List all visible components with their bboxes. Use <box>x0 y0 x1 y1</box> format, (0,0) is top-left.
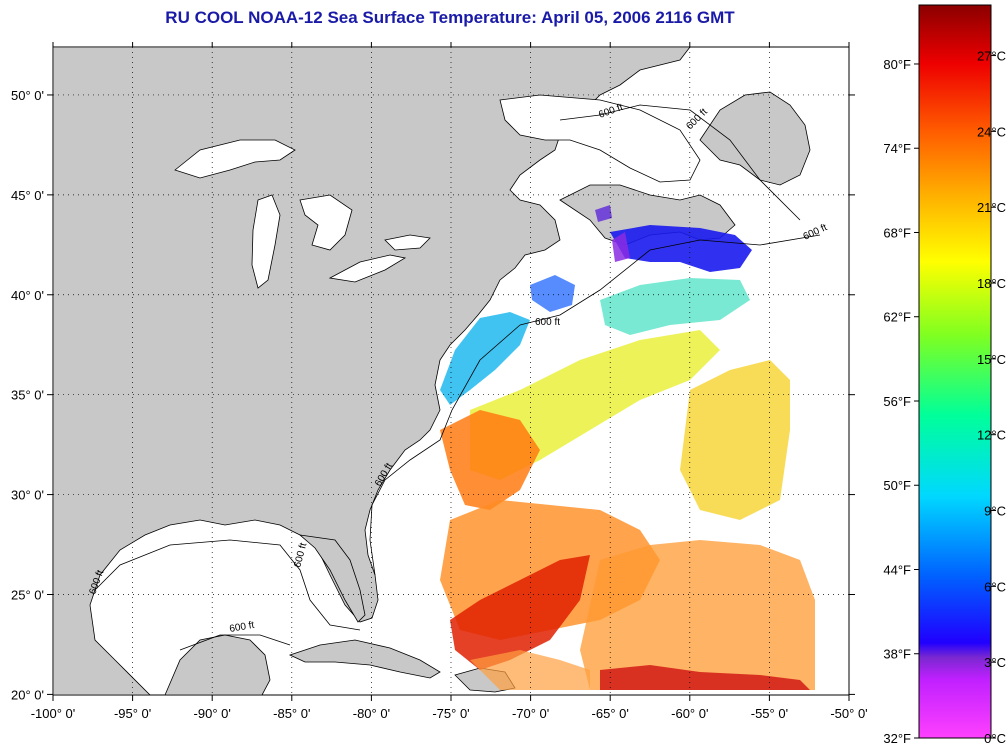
colorbar-label-c: 27°C <box>977 49 1006 64</box>
lat-label: 50° 0' <box>11 88 44 103</box>
sst-caribbean-north <box>470 650 590 690</box>
lon-label: -70° 0' <box>512 706 549 721</box>
lat-label: 35° 0' <box>11 388 44 403</box>
colorbar-label-f: 38°F <box>883 647 911 662</box>
lat-label: 25° 0' <box>11 587 44 602</box>
map-title: RU COOL NOAA-12 Sea Surface Temperature:… <box>165 8 735 27</box>
florida-land <box>298 534 366 623</box>
lon-label: -95° 0' <box>114 706 151 721</box>
colorbar-label-c: 24°C <box>977 124 1006 139</box>
lon-label: -55° 0' <box>751 706 788 721</box>
colorbar-label-c: 21°C <box>977 200 1006 215</box>
lake-michigan <box>251 194 281 289</box>
lat-label: 40° 0' <box>11 288 44 303</box>
lon-label: -75° 0' <box>432 706 469 721</box>
colorbar-label-f: 62°F <box>883 310 911 325</box>
lake-ontario <box>384 234 431 251</box>
cuba-land <box>288 639 441 679</box>
lon-label: -85° 0' <box>273 706 310 721</box>
graticule <box>53 47 849 695</box>
lon-label: -50° 0' <box>830 706 867 721</box>
lat-label: 20° 0' <box>11 687 44 702</box>
colorbar-celsius-labels: 27°C 24°C 21°C 18°C 15°C 12°C 9°C 6°C 3°C 0°C <box>977 49 1006 746</box>
colorbar-label-c: 15°C <box>977 352 1006 367</box>
colorbar-label-f: 44°F <box>883 562 911 577</box>
lat-label: 45° 0' <box>11 188 44 203</box>
yucatan-land <box>164 634 271 695</box>
lon-label: -65° 0' <box>592 706 629 721</box>
colorbar-label-f: 32°F <box>883 731 911 746</box>
colorbar <box>918 4 992 739</box>
colorbar-fahrenheit-labels: 80°F 74°F 68°F 62°F 56°F 50°F 44°F 38°F 32°F <box>883 57 919 746</box>
colorbar-label-c: 9°C <box>984 504 1006 519</box>
isobath-scotian <box>519 234 821 326</box>
colorbar-label-c: 12°C <box>977 428 1006 443</box>
lon-label: -90° 0' <box>194 706 231 721</box>
lake-huron <box>299 194 353 251</box>
colorbar-label-f: 74°F <box>883 141 911 156</box>
sst-nova-scotia-purple <box>595 205 612 222</box>
colorbar-label-f: 50°F <box>883 478 911 493</box>
lake-erie <box>328 254 407 283</box>
lon-label: -60° 0' <box>671 706 708 721</box>
contour-label: 600 ft <box>229 620 256 635</box>
sst-shelf-green <box>600 278 750 335</box>
isobath-gulf <box>94 539 361 631</box>
colorbar-label-c: 18°C <box>977 276 1006 291</box>
sst-east-yellow <box>680 360 790 520</box>
sst-gom-magenta-edge <box>612 232 630 262</box>
sst-cold-shelf <box>530 275 575 312</box>
colorbar-label-f: 56°F <box>883 394 911 409</box>
land-layer <box>53 47 811 695</box>
colorbar-label-f: 68°F <box>883 225 911 240</box>
colorbar-label-c: 0°C <box>984 731 1006 746</box>
sst-overlay <box>440 205 815 690</box>
newfoundland-land <box>699 91 811 186</box>
sst-gulf-stream <box>440 410 540 510</box>
lon-label: -100° 0' <box>31 706 76 721</box>
isobath-east-coast <box>369 324 521 576</box>
contour-label: 600 ft <box>535 317 560 328</box>
colorbar-label-c: 6°C <box>984 579 1006 594</box>
isobath-labrador <box>559 104 801 221</box>
sst-mid-atlantic-shelf <box>440 312 530 405</box>
north-america-land <box>53 47 691 695</box>
sst-southeast <box>580 540 815 690</box>
lon-label: -80° 0' <box>353 706 390 721</box>
colorbar-label-f: 80°F <box>883 57 911 72</box>
sst-south-red-edge <box>600 665 810 690</box>
isobath-contour <box>94 104 821 651</box>
colorbar-label-c: 3°C <box>984 655 1006 670</box>
sst-south-warm <box>450 555 590 670</box>
gulf-of-st-lawrence <box>499 94 701 183</box>
isobath-gulf-inner <box>179 634 291 651</box>
sst-gulf-of-maine <box>610 225 752 272</box>
longitude-axis: -100° 0' -95° 0' -90° 0' -85° 0' -80° 0' -75°… <box>31 42 868 721</box>
lake-superior <box>174 139 296 179</box>
lat-label: 30° 0' <box>11 488 44 503</box>
latitude-axis: 50° 0' 45° 0' 40° 0' 35° 0' 30° 0' 25° 0' 20° … <box>11 88 855 702</box>
